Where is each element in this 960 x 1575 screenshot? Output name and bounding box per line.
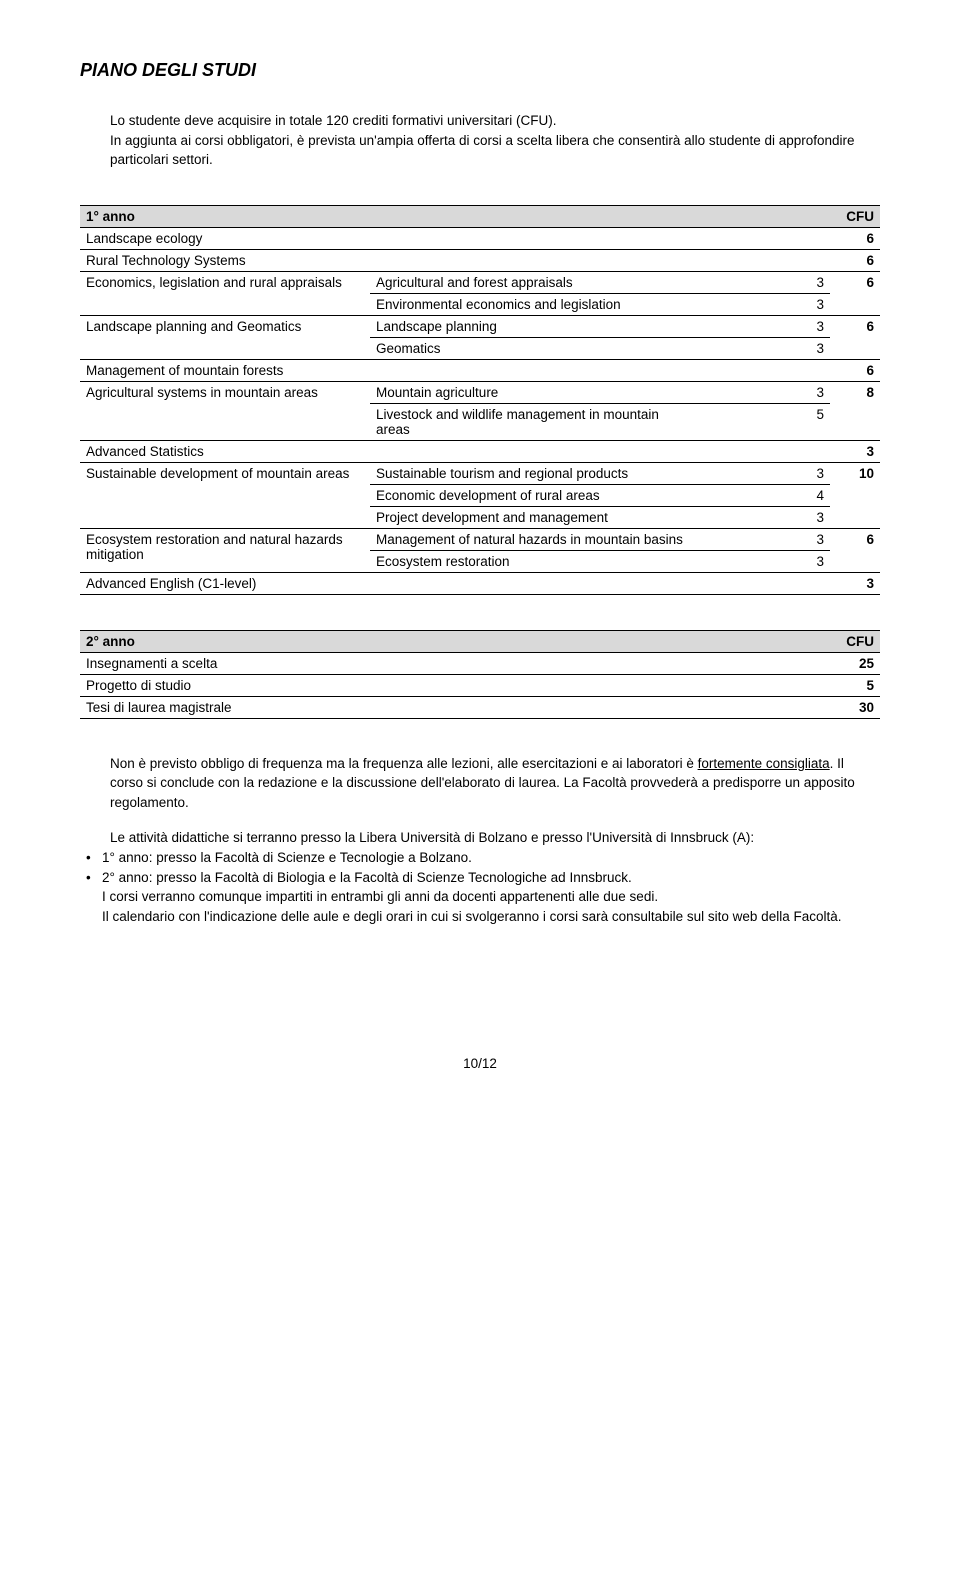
subcourse-name: Sustainable tourism and regional product… [370,462,780,484]
notes-p1: Non è previsto obbligo di frequenza ma l… [110,754,880,813]
course-name: Ecosystem restoration and natural hazard… [80,528,370,572]
notes-p1-underline: fortemente consigliata [698,756,830,771]
course-cfu: 6 [830,271,880,315]
course-cfu: 3 [830,440,880,462]
course-name: Landscape ecology [80,227,830,249]
subcourse-cfu: 3 [780,550,830,572]
table-row: Tesi di laurea magistrale 30 [80,696,880,718]
year2-header-row: 2° anno CFU [80,630,880,652]
table-row: Insegnamenti a scelta 25 [80,652,880,674]
course-cfu: 3 [830,572,880,594]
table-row: Management of mountain forests 6 [80,359,880,381]
course-name: Insegnamenti a scelta [80,652,830,674]
subcourse-cfu: 3 [780,271,830,293]
subcourse-name: Geomatics [370,337,780,359]
course-name: Agricultural systems in mountain areas [80,381,370,440]
year1-label: 1° anno [80,205,830,227]
table-row: Rural Technology Systems 6 [80,249,880,271]
year1-header-row: 1° anno CFU [80,205,880,227]
course-name: Tesi di laurea magistrale [80,696,830,718]
year1-cfu-label: CFU [830,205,880,227]
notes-li2: 2° anno: presso la Facoltà di Biologia e… [80,868,880,927]
subcourse-name: Agricultural and forest appraisals [370,271,780,293]
subcourse-name: Project development and management [370,506,780,528]
subcourse-cfu: 3 [780,528,830,550]
notes-block: Non è previsto obbligo di frequenza ma l… [110,754,880,927]
course-name: Economics, legislation and rural apprais… [80,271,370,315]
subcourse-name: Livestock and wildlife management in mou… [370,403,780,422]
subcourse-cfu: 4 [780,484,830,506]
subcourse-name: areas [370,422,780,441]
year2-label: 2° anno [80,630,830,652]
course-cfu: 6 [830,249,880,271]
notes-p3: I corsi verranno comunque impartiti in e… [102,889,658,904]
course-cfu: 8 [830,381,880,440]
subcourse-cfu: 3 [780,381,830,403]
subcourse-cfu: 3 [780,506,830,528]
course-cfu: 6 [830,227,880,249]
subcourse-cfu: 3 [780,315,830,337]
course-name: Landscape planning and Geomatics [80,315,370,359]
page-title: PIANO DEGLI STUDI [80,60,880,81]
course-name: Rural Technology Systems [80,249,830,271]
notes-li2-text: 2° anno: presso la Facoltà di Biologia e… [102,870,632,885]
table-row: Landscape ecology 6 [80,227,880,249]
course-name: Management of mountain forests [80,359,830,381]
course-cfu: 6 [830,315,880,359]
subcourse-name: Ecosystem restoration [370,550,780,572]
course-cfu: 25 [830,652,880,674]
subcourse-name: Economic development of rural areas [370,484,780,506]
intro-line-2: In aggiunta ai corsi obbligatori, è prev… [110,133,855,168]
course-name: Progetto di studio [80,674,830,696]
notes-li1: 1° anno: presso la Facoltà di Scienze e … [80,848,880,868]
course-name: Advanced Statistics [80,440,830,462]
table-row: Progetto di studio 5 [80,674,880,696]
table-row: Ecosystem restoration and natural hazard… [80,528,880,550]
subcourse-cfu: 3 [780,337,830,359]
subcourse-cfu: 5 [780,403,830,422]
year2-cfu-label: CFU [830,630,880,652]
table-row: Agricultural systems in mountain areas M… [80,381,880,403]
page-number: 10/12 [80,1056,880,1071]
table-row: Landscape planning and Geomatics Landsca… [80,315,880,337]
subcourse-name: Environmental economics and legislation [370,293,780,315]
subcourse-cfu [780,422,830,441]
course-cfu: 10 [830,462,880,528]
course-cfu: 5 [830,674,880,696]
subcourse-cfu: 3 [780,293,830,315]
subcourse-name: Landscape planning [370,315,780,337]
notes-p2: Le attività didattiche si terranno press… [110,828,880,848]
table-row: Advanced English (C1-level) 3 [80,572,880,594]
course-cfu: 6 [830,528,880,572]
subcourse-name: Mountain agriculture [370,381,780,403]
notes-p4: Il calendario con l'indicazione delle au… [102,909,841,924]
course-name: Sustainable development of mountain area… [80,462,370,528]
course-name: Advanced English (C1-level) [80,572,830,594]
table-row: Sustainable development of mountain area… [80,462,880,484]
course-cfu: 6 [830,359,880,381]
course-cfu: 30 [830,696,880,718]
year2-table: 2° anno CFU Insegnamenti a scelta 25 Pro… [80,630,880,719]
year1-table: 1° anno CFU Landscape ecology 6 Rural Te… [80,205,880,595]
intro-text: Lo studente deve acquisire in totale 120… [110,111,880,170]
subcourse-cfu: 3 [780,462,830,484]
table-row: Economics, legislation and rural apprais… [80,271,880,293]
subcourse-name: Management of natural hazards in mountai… [370,528,780,550]
notes-p1a: Non è previsto obbligo di frequenza ma l… [110,756,698,771]
table-row: Advanced Statistics 3 [80,440,880,462]
intro-line-1: Lo studente deve acquisire in totale 120… [110,113,556,128]
